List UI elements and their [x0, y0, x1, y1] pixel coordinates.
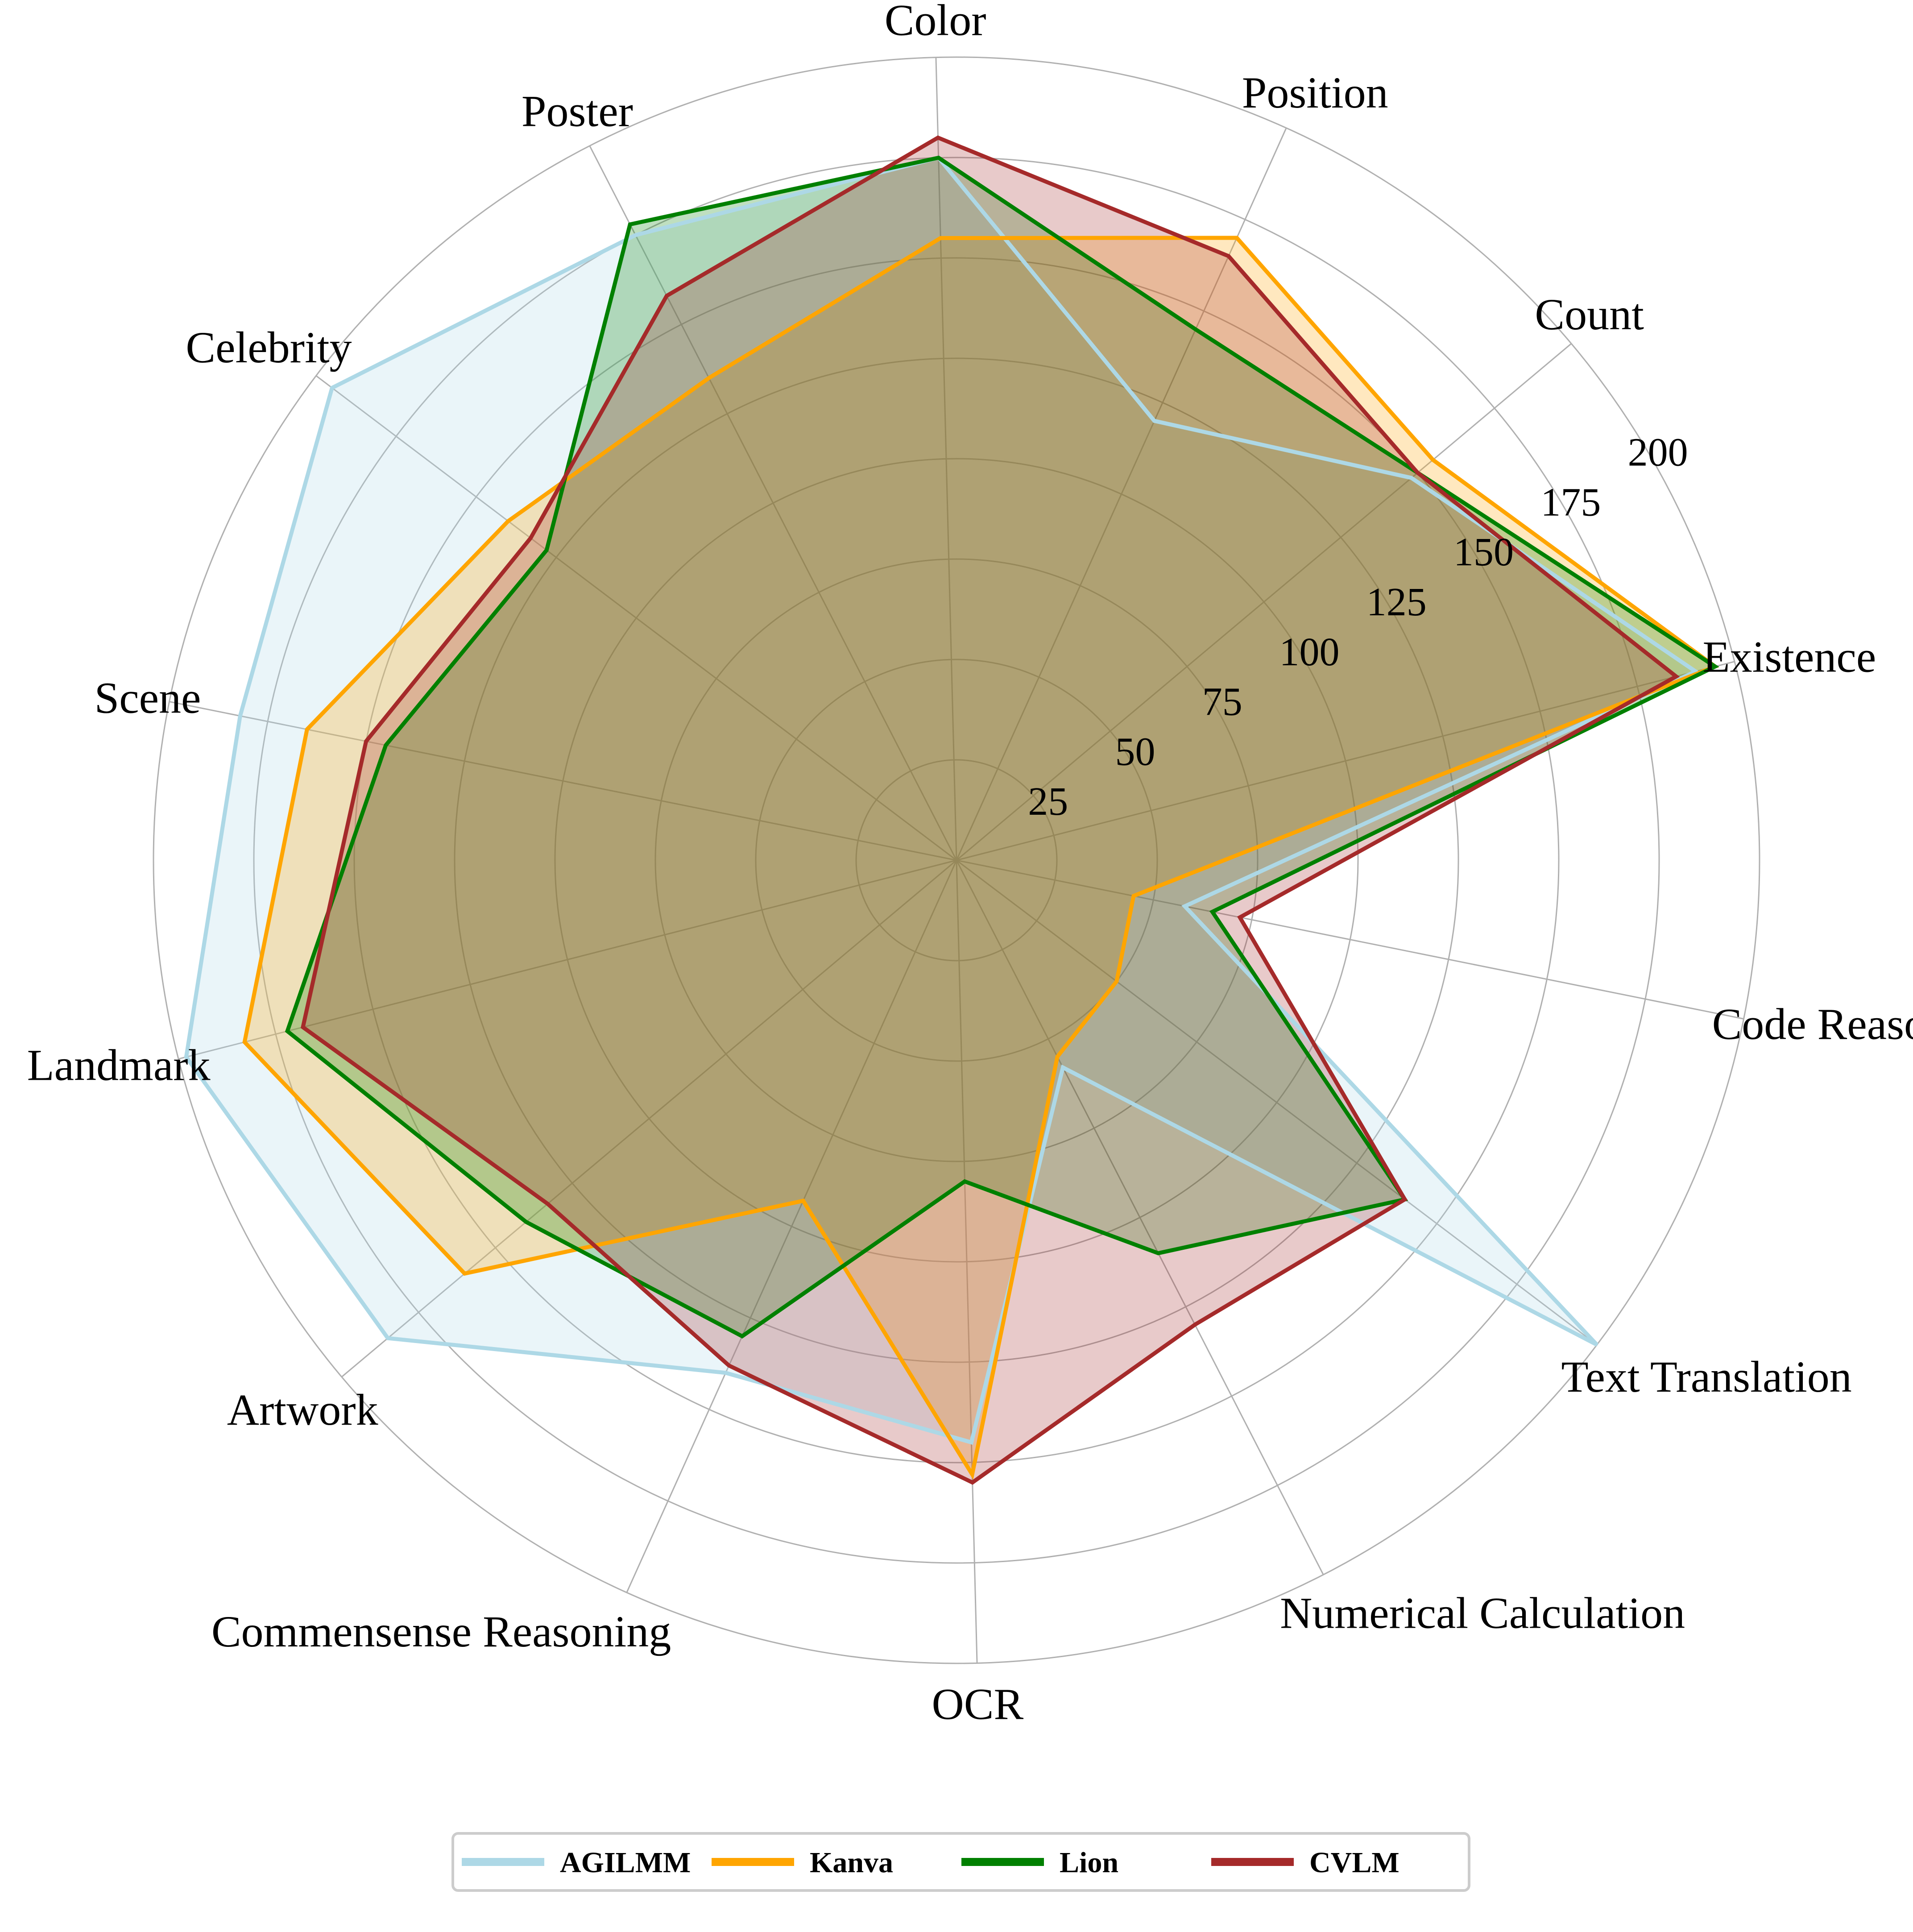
axis-label: Existence: [1702, 632, 1876, 681]
series-area-kanva: [244, 238, 1715, 1475]
grid-spoke: [956, 343, 1572, 861]
series-line-lion: [285, 155, 1719, 1339]
grid-spoke: [589, 145, 957, 861]
grid-spoke: [956, 128, 1287, 861]
grid-spoke: [956, 661, 1735, 861]
series-line-cvlm: [300, 135, 1680, 1485]
radial-tick-label: 100: [1279, 630, 1340, 674]
grid-spoke: [341, 859, 957, 1378]
axis-label: Color: [885, 0, 986, 45]
legend-label-cvlm: CVLM: [1309, 1846, 1400, 1879]
grid-spoke: [956, 859, 1744, 1020]
grid-spoke: [935, 57, 957, 861]
radial-tick-labels: 25 50 75 100 125 150 175 200: [1028, 431, 1688, 824]
axis-label: Text Translation: [1561, 1352, 1851, 1401]
grid-spoke: [626, 860, 957, 1593]
grid-spoke: [178, 859, 957, 1060]
series-lines: [184, 135, 1719, 1485]
grid-spoke: [956, 860, 978, 1663]
axis-label: Commensense Reasoning: [211, 1607, 671, 1656]
legend-label-agilmm: AGILMM: [560, 1846, 691, 1879]
radial-tick-label: 125: [1366, 580, 1427, 624]
grid: [153, 56, 1760, 1664]
grid-circle: [855, 759, 1058, 962]
radial-tick-label: 50: [1115, 730, 1155, 774]
axis-labels: Existence Count Position Color Poster Celebri…: [27, 0, 1913, 1729]
legend-frame: [451, 1832, 1470, 1892]
series-line-kanva: [242, 236, 1719, 1480]
axis-label: Scene: [95, 673, 201, 723]
grid-spoke: [169, 701, 957, 861]
grid-circle: [353, 257, 1560, 1464]
grid-spoke: [956, 859, 1598, 1346]
radial-tick-label: 25: [1028, 779, 1068, 824]
series-area-lion: [287, 158, 1715, 1336]
axis-label: Landmark: [27, 1041, 211, 1090]
grid-spoke: [956, 860, 1324, 1575]
axis-label: Code Reasoning: [1712, 999, 1913, 1049]
legend-label-kanva: Kanva: [810, 1846, 893, 1879]
series-fills: [186, 137, 1715, 1483]
radial-tick-label: 175: [1540, 480, 1601, 524]
grid-circle: [654, 558, 1259, 1162]
axis-label: Artwork: [227, 1385, 378, 1434]
axis-label: Poster: [522, 86, 633, 136]
axis-label: Numerical Calculation: [1280, 1588, 1685, 1638]
grid-circle: [554, 458, 1359, 1263]
axis-label: Celebrity: [186, 323, 352, 372]
legend-label-lion: Lion: [1060, 1846, 1118, 1879]
axis-label: OCR: [932, 1679, 1024, 1729]
grid-circle: [454, 357, 1459, 1363]
legend: AGILMM Kanva Lion CVLM: [451, 1832, 1470, 1892]
grid-circle: [253, 157, 1660, 1564]
series-area-cvlm: [303, 137, 1677, 1483]
radial-tick-label: 200: [1628, 431, 1688, 475]
radial-tick-label: 150: [1453, 530, 1514, 574]
grid-circle: [755, 659, 1158, 1062]
grid-circle: [153, 56, 1760, 1664]
axis-label: Position: [1242, 68, 1388, 117]
series-line-agilmm: [184, 155, 1700, 1445]
axis-label: Count: [1535, 290, 1644, 339]
grid-spoke: [315, 375, 957, 861]
radial-tick-label: 75: [1202, 680, 1242, 724]
